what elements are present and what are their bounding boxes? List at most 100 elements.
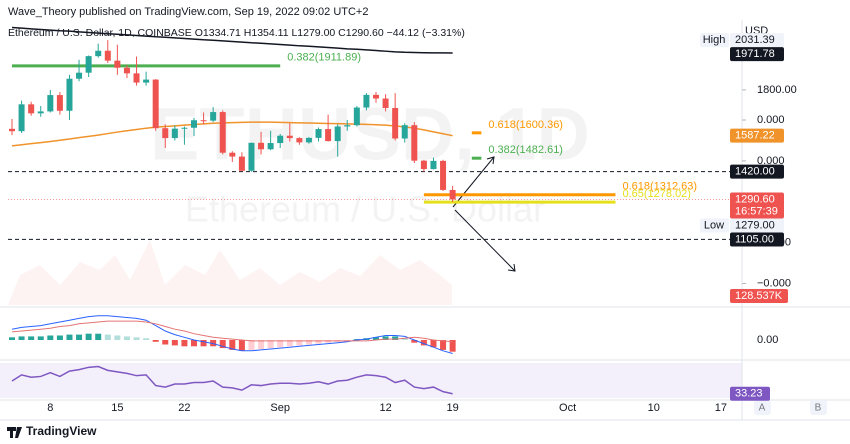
marker-value: 1279.00 <box>735 219 775 231</box>
arrow-head <box>486 156 495 165</box>
x-tick-label: 19 <box>447 402 459 414</box>
marker-value-box <box>730 33 784 48</box>
candle-body <box>9 128 15 132</box>
candle-body <box>238 156 245 171</box>
macd-hist-bar <box>305 340 312 345</box>
candle-body <box>47 95 54 112</box>
candle-body <box>296 138 303 143</box>
candle-body <box>382 98 389 108</box>
candle-body <box>305 137 312 143</box>
macd-hist-bar <box>392 336 399 340</box>
macd-hist-bar <box>152 340 159 342</box>
macd-hist-bar <box>200 340 207 347</box>
y-tick-label: 0.00 <box>757 334 778 346</box>
macd-hist-bar <box>258 340 265 349</box>
axis-button[interactable] <box>754 400 771 415</box>
x-tick-label: Oct <box>559 402 576 414</box>
macd-hist-bar <box>191 340 197 347</box>
macd-hist-bar <box>162 340 169 345</box>
axis-button-label[interactable]: B <box>815 403 822 414</box>
candle-body <box>28 104 35 114</box>
marker-tag-box <box>700 33 729 48</box>
candle-body <box>85 56 92 73</box>
macd-hist-bar <box>296 340 303 346</box>
rsi-line <box>11 365 453 395</box>
arrows <box>452 156 516 272</box>
volume-shade <box>8 240 452 305</box>
ma-label: 1587.22 <box>735 130 775 142</box>
axis-button-label[interactable]: A <box>759 403 766 414</box>
y-tick-label: 0.000 <box>757 155 785 167</box>
candle-body <box>143 79 150 83</box>
macd-hist-bar <box>229 340 236 350</box>
volume-label: 128.537K <box>735 290 783 302</box>
rsi-band <box>0 363 742 398</box>
fib-label: 0.382(1911.89) <box>287 52 361 64</box>
macd-hist-bar <box>114 335 121 340</box>
candle-body <box>440 160 447 190</box>
macd-hist-bar <box>9 337 15 340</box>
marker-tag: High <box>703 34 726 46</box>
macd-hist-bar <box>171 340 178 346</box>
macd-hist-bar <box>411 340 418 343</box>
candle-body <box>104 50 111 61</box>
macd-hist-bar <box>95 333 102 340</box>
macd-hist-bar <box>420 340 427 346</box>
candle-body <box>420 160 427 170</box>
countdown: 16:57:39 <box>735 205 778 217</box>
signal-line <box>11 320 453 343</box>
macd-hist-bar <box>449 340 456 352</box>
y-tick-label: 0.000 <box>757 114 785 126</box>
macd-hist-bar <box>133 337 140 340</box>
candle-body <box>229 152 236 157</box>
price-label-box <box>730 164 784 179</box>
candle-body <box>171 128 178 139</box>
candle-body <box>430 160 437 170</box>
price-label: 1420.00 <box>735 166 775 178</box>
candle-body <box>401 125 408 139</box>
candle-body <box>277 135 284 144</box>
macd-hist-bar <box>47 335 54 340</box>
macd-hist-bar <box>37 336 44 340</box>
candle-body <box>411 125 418 161</box>
rsi-label: 33.23 <box>735 388 763 400</box>
candle-body <box>37 111 44 114</box>
candle-body <box>258 142 265 150</box>
candle-body <box>267 143 274 150</box>
fib-label: 0.618(1600.36) <box>488 119 563 131</box>
macd-hist-bar <box>267 340 274 349</box>
fib-label: 0.382(1482.61) <box>488 144 563 156</box>
candle-body <box>95 50 102 57</box>
arrow-up <box>452 156 495 208</box>
axis-button[interactable] <box>810 400 827 415</box>
x-tick-label: 12 <box>379 402 391 414</box>
moving-average <box>11 26 453 54</box>
candle-body <box>123 67 130 74</box>
candle-body <box>56 95 63 111</box>
candle-body <box>162 128 169 139</box>
macd-hist-bar <box>18 336 25 340</box>
candle-body <box>66 78 73 111</box>
y-tick-label: −0.000 <box>757 277 791 289</box>
candle-body <box>373 94 379 99</box>
logo <box>7 427 22 438</box>
price-label-box <box>730 232 784 247</box>
macd-hist-bar <box>123 336 130 340</box>
symbol: Ethereum / U.S. Dollar, 1D, COINBASE O13… <box>8 27 465 39</box>
macd-hist-bar <box>440 340 447 350</box>
price-label: 1105.00 <box>735 233 774 245</box>
candle-body <box>200 120 207 122</box>
macd-hist-bar <box>28 336 35 340</box>
x-tick-label: 15 <box>111 402 123 414</box>
candle-body <box>133 73 140 83</box>
x-tick-label: Sep <box>270 402 290 414</box>
candle-body <box>353 107 360 126</box>
candle-body <box>286 135 293 139</box>
macd-hist-bar <box>219 340 226 349</box>
candle-body <box>344 125 351 127</box>
fib-label: 0.65(1278.02) <box>622 188 691 200</box>
candle-body <box>248 142 255 171</box>
candle-body <box>191 120 197 128</box>
